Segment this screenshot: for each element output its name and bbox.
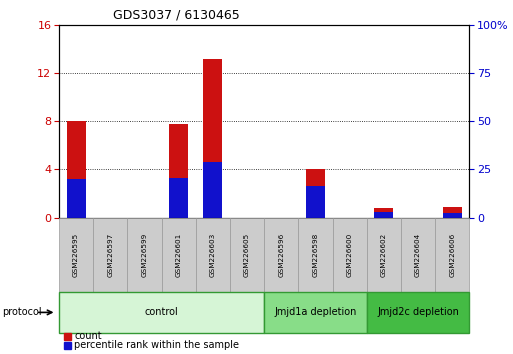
Bar — [204, 162, 222, 218]
Text: GSM226599: GSM226599 — [142, 233, 148, 277]
Text: GSM226598: GSM226598 — [312, 233, 319, 277]
Text: GSM226605: GSM226605 — [244, 233, 250, 277]
Bar — [169, 178, 188, 218]
Text: protocol: protocol — [3, 307, 42, 318]
Text: GDS3037 / 6130465: GDS3037 / 6130465 — [113, 9, 240, 22]
Bar — [169, 124, 188, 218]
Text: Jmjd1a depletion: Jmjd1a depletion — [274, 307, 357, 318]
Text: GSM226601: GSM226601 — [175, 233, 182, 277]
Text: GSM226597: GSM226597 — [107, 233, 113, 277]
Bar — [374, 208, 393, 218]
Bar — [306, 186, 325, 218]
Bar — [204, 58, 222, 218]
Text: control: control — [145, 307, 179, 318]
Text: GSM226596: GSM226596 — [278, 233, 284, 277]
Text: GSM226602: GSM226602 — [381, 233, 387, 277]
Bar — [443, 213, 462, 218]
Bar — [67, 179, 86, 218]
Bar — [374, 212, 393, 218]
Text: GSM226606: GSM226606 — [449, 233, 456, 277]
Text: GSM226603: GSM226603 — [210, 233, 216, 277]
Bar — [443, 207, 462, 218]
Bar — [306, 170, 325, 218]
Text: GSM226600: GSM226600 — [347, 233, 353, 277]
Text: Jmjd2c depletion: Jmjd2c depletion — [377, 307, 459, 318]
Bar — [67, 121, 86, 218]
Text: GSM226604: GSM226604 — [415, 233, 421, 277]
Text: count: count — [74, 331, 102, 341]
Text: GSM226595: GSM226595 — [73, 233, 79, 277]
Text: percentile rank within the sample: percentile rank within the sample — [74, 340, 240, 350]
